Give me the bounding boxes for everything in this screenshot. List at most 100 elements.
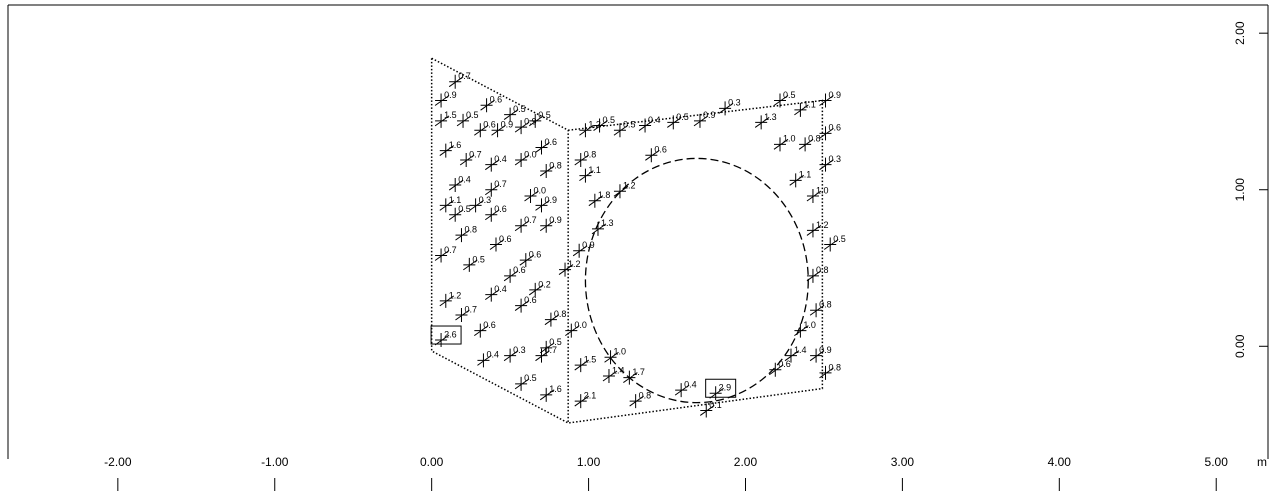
crack-label: 0.9 [703,110,716,120]
crack-point: 0.4 [674,379,697,398]
crack-label: 1.2 [816,220,829,230]
cross [572,243,588,258]
crack-point: 0.4 [638,115,661,133]
crack-label: 0.0 [534,185,547,195]
cross [819,365,834,380]
crack-point: 0.8 [809,300,832,318]
crack-label: 1.0 [614,347,627,357]
outline [430,57,569,425]
cross [823,237,839,252]
cross [469,198,484,213]
crack-label: 0.5 [458,204,471,214]
crack-label: 0.6 [483,120,496,130]
cross [588,193,604,208]
cross [535,198,550,213]
crack-label: 0.8 [639,390,652,400]
label-box [705,378,737,398]
crack-label: 0.9 [544,195,557,205]
cross [503,107,519,122]
crack-point: 0.6 [645,145,667,163]
cross [674,383,690,398]
crack-label: 0.1 [709,400,722,410]
crack-point: 0.4 [484,284,507,302]
crack-point: 0.3 [503,345,526,363]
opening [584,157,809,404]
cross [602,369,618,384]
cross [789,173,804,188]
crack-point: 0.7 [484,179,507,197]
crack-label: 1.4 [612,365,625,375]
crack-point: 1.2 [579,120,601,138]
crack-label: 0.6 [490,95,503,105]
cross [565,323,580,338]
cross [519,253,535,268]
crack-label: 0.3 [829,154,842,164]
crack-label: 0.9 [819,345,832,355]
crack-point: 0.6 [474,120,496,138]
crack-point: 1.2 [439,290,461,308]
cross [773,137,789,152]
y-tick-label: 0.00 [1233,334,1247,358]
cross [477,353,492,368]
crack-label: 1.3 [601,218,614,228]
cross [613,184,629,199]
crack-label: 0.8 [816,265,829,275]
cross [439,143,455,158]
x-tick-label: 5.00 [1205,455,1229,469]
cross [463,257,478,272]
crack-point: 0.2 [528,279,551,297]
crack-point: 1.4 [784,345,807,363]
crack-label: 0.7 [464,304,477,314]
crack-label: 0.5 [603,115,616,125]
crack-label: 1.1 [588,165,601,175]
crack-label: 0.5 [833,234,846,244]
cross [514,376,530,391]
cross [484,182,500,197]
crack-point: 1.1 [789,170,811,188]
crack-point: 0.5 [503,104,526,122]
cross [718,101,734,116]
x-unit: m [1257,455,1267,469]
cross [574,152,590,167]
crack-label: 0.6 [524,295,537,305]
crack-label: 0.8 [584,149,597,159]
cross [645,148,660,163]
crack-point: 0.0 [565,320,587,338]
crack-label: 0.9 [829,90,842,100]
crack-point: 0.5 [448,204,471,222]
crack-label: 1.2 [568,259,581,269]
cross [794,323,809,338]
crack-point: 1.2 [558,259,581,277]
crack-point: 1.6 [539,384,562,402]
crack-label: 0.9 [444,90,457,100]
cross [604,350,619,365]
cross [448,74,464,89]
cross [474,123,489,138]
crack-point: 1.0 [773,134,796,152]
crack-label: 0.4 [648,115,661,125]
crack-label: 0.8 [819,300,832,310]
crack-point: 0.8 [544,309,567,327]
crack-point: 0.8 [574,149,597,167]
crack-point: 1.7 [623,367,645,385]
cross [613,123,629,138]
crack-point: 1.0 [806,185,828,203]
cross [455,307,470,322]
cross [629,394,644,409]
crack-label: 0.3 [513,345,526,355]
cross [514,298,530,313]
crack-point: 2.1 [574,390,596,409]
crack-label: 1.0 [783,134,796,144]
crack-label: 0.8 [554,309,567,319]
cross [434,248,450,263]
cross [709,386,724,401]
crack-label: 1.6 [449,140,462,150]
crack-label: 0.5 [466,110,479,120]
cross [484,287,500,302]
crack-point: 0.5 [528,110,551,128]
cross [514,120,530,135]
cross [819,157,834,172]
crack-label: 0.5 [783,90,796,100]
cross [480,98,495,113]
cross [593,118,608,133]
